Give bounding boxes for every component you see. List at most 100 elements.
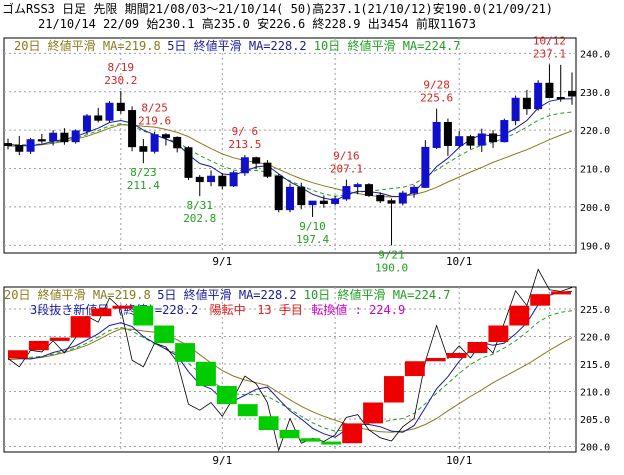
candle-body <box>128 110 137 148</box>
candle-body <box>545 82 554 99</box>
candle-body <box>26 139 35 152</box>
y-tick-label: 215.0 <box>580 360 610 371</box>
candle-body <box>353 184 362 188</box>
candle-body <box>240 157 249 174</box>
renko-brick <box>467 342 488 353</box>
renko-brick <box>175 343 195 362</box>
y-tick-label: 240.0 <box>580 49 610 60</box>
candle-body <box>49 132 58 142</box>
plot-frame <box>3 286 577 453</box>
renko-brick <box>70 316 91 338</box>
y-tick-label: 200.0 <box>580 203 610 214</box>
renko-brick <box>49 337 70 341</box>
y-tick-label: 210.0 <box>580 388 610 399</box>
candle-body <box>252 157 261 164</box>
candle-body <box>60 132 69 143</box>
candle-body <box>274 175 283 211</box>
high-annotation-date: 9/ 6 <box>232 125 259 138</box>
legend-entry: 陽転中 <box>210 302 246 317</box>
high-annotation-value: 219.6 <box>138 115 171 128</box>
renko-brick <box>425 357 446 362</box>
low-annotation-date: 8/23 <box>130 166 157 179</box>
candle-body <box>139 146 148 152</box>
low-annotation-value: 211.4 <box>127 179 160 192</box>
renko-brick <box>258 416 279 430</box>
candle-body <box>342 186 351 200</box>
candle-body <box>150 134 159 152</box>
renko-brick <box>321 441 342 445</box>
x-tick-label: 10/1 <box>446 454 473 467</box>
candle-body <box>398 192 407 204</box>
candle-body <box>410 186 419 194</box>
renko-brick <box>363 402 383 424</box>
renko-brick <box>530 294 551 306</box>
renko-brick <box>279 430 300 439</box>
candle-body <box>556 97 565 100</box>
renko-panel: 200.0 205.0 210.0 215.0 220.0 225.0 9/1 10/1 20日… <box>3 268 610 467</box>
y-tick-label: 210.0 <box>580 165 610 176</box>
candle-body <box>376 194 385 202</box>
y-tick-label: 230.0 <box>580 88 610 99</box>
candle-body <box>534 82 543 110</box>
candle-body <box>15 145 24 152</box>
low-annotation-date: 8/31 <box>187 199 214 212</box>
y-tick-label: 190.0 <box>580 241 610 252</box>
candle-body <box>568 90 576 97</box>
x-tick-label: 10/1 <box>446 255 473 268</box>
high-annotation-date: 10/12 <box>533 34 566 47</box>
low-annotation-value: 190.0 <box>375 261 408 274</box>
renko-brick <box>133 305 154 326</box>
y-tick-label: 220.0 <box>580 126 610 137</box>
candle-body <box>94 115 103 121</box>
renko-brick <box>384 376 404 403</box>
candle-body <box>477 133 486 146</box>
high-annotation-value: 230.2 <box>104 74 137 87</box>
high-annotation-date: 9/16 <box>333 150 360 163</box>
candle-body <box>443 121 452 147</box>
candle-body <box>218 175 227 187</box>
renko-brick <box>216 386 237 405</box>
legend-entry: 転換値 : 224.9 <box>311 302 405 317</box>
renko-brick <box>446 353 467 358</box>
candle-body <box>263 162 272 177</box>
candle-body <box>364 184 373 196</box>
plot-frame <box>3 37 577 254</box>
renko-brick <box>551 291 571 295</box>
candle-body <box>195 176 204 183</box>
candle-body <box>229 172 238 187</box>
renko-brick <box>112 305 133 309</box>
candle-body <box>489 133 498 143</box>
candle-body <box>4 143 12 146</box>
candle-body <box>207 175 216 183</box>
candle-body <box>421 146 430 188</box>
low-annotation-date: 9/10 <box>299 220 326 233</box>
low-annotation-date: 9/21 <box>378 248 405 261</box>
renko-brick <box>154 325 175 344</box>
renko-brick <box>342 423 363 444</box>
candle-body <box>173 136 182 149</box>
legend-entry: 10日 終値平滑 MA=224.7 <box>314 38 461 53</box>
legend-entry: 3段抜き新値足 (終値)=228.2 <box>30 302 198 317</box>
low-annotation-value: 202.8 <box>183 212 216 225</box>
chart-header: ゴムRSS3 日足 先限 期間21/08/03～21/10/14( 50)高23… <box>0 0 624 36</box>
candle-body <box>500 120 509 143</box>
y-tick-label: 220.0 <box>580 333 610 344</box>
legend-entry: 5日 終値平滑 MA=228.2 <box>167 38 306 53</box>
candle-body <box>432 121 441 148</box>
legend-entry: 20日 終値平滑 MA=219.8 <box>14 38 161 53</box>
legend-entry: 10日 終値平滑 MA=224.7 <box>304 287 451 302</box>
candle-body <box>511 97 520 122</box>
high-annotation-date: 8/25 <box>141 102 168 115</box>
candle-body <box>455 136 464 147</box>
ma10-line <box>8 111 573 197</box>
candle-body <box>82 115 91 132</box>
candle-body <box>522 97 531 110</box>
high-annotation-date: 9/28 <box>423 79 450 92</box>
ma10-line <box>8 310 573 432</box>
candle-body <box>71 130 80 143</box>
renko-brick <box>91 308 112 317</box>
renko-brick <box>509 305 530 326</box>
latest-bar-summary: 21/10/14 22/09 始230.1 高235.0 安226.6 終228… <box>38 17 477 31</box>
x-tick-label: 9/1 <box>212 255 232 268</box>
